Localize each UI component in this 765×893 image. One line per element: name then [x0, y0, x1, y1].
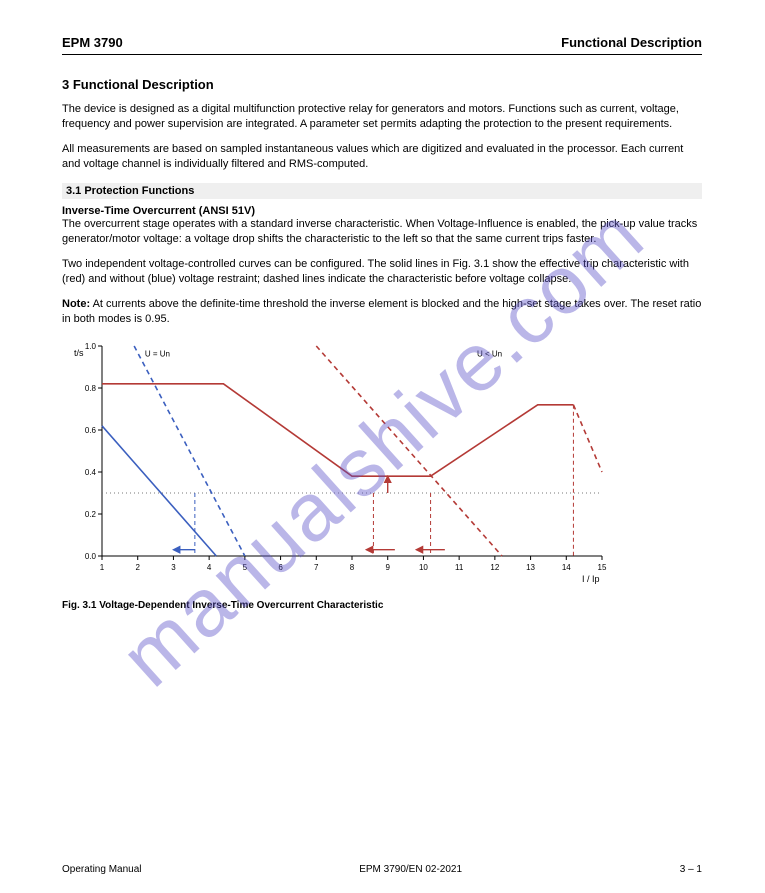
svg-text:14: 14 [562, 563, 571, 572]
intro-para-1: The device is designed as a digital mult… [62, 102, 702, 132]
svg-text:11: 11 [455, 563, 464, 572]
page-header: EPM 3790 Functional Description [62, 35, 702, 55]
svg-text:0.4: 0.4 [85, 468, 97, 477]
svg-text:13: 13 [526, 563, 535, 572]
figure-caption: Fig. 3.1 Voltage-Dependent Inverse-Time … [62, 600, 702, 611]
note-paragraph: Note: At currents above the definite-tim… [62, 297, 702, 327]
svg-text:6: 6 [278, 563, 283, 572]
section-title: 3 Functional Description [62, 77, 702, 92]
intro-para-2: All measurements are based on sampled in… [62, 142, 702, 172]
feature-block-para-1: The overcurrent stage operates with a st… [62, 217, 702, 247]
svg-text:t/s: t/s [74, 348, 84, 358]
svg-text:1.0: 1.0 [85, 342, 97, 351]
svg-text:U < Un: U < Un [477, 350, 502, 359]
svg-text:0.8: 0.8 [85, 384, 97, 393]
svg-text:8: 8 [350, 563, 355, 572]
svg-text:2: 2 [135, 563, 140, 572]
footer-middle: EPM 3790/EN 02-2021 [359, 864, 462, 875]
feature-block-title: Inverse-Time Overcurrent (ANSI 51V) [62, 205, 702, 217]
svg-text:7: 7 [314, 563, 319, 572]
header-product: EPM 3790 [62, 35, 123, 50]
svg-text:3: 3 [171, 563, 176, 572]
svg-text:U = Un: U = Un [145, 350, 170, 359]
svg-text:12: 12 [490, 563, 499, 572]
header-section: Functional Description [561, 35, 702, 50]
page-footer: Operating Manual EPM 3790/EN 02-2021 3 –… [62, 864, 702, 875]
svg-text:0.0: 0.0 [85, 552, 97, 561]
svg-text:10: 10 [419, 563, 428, 572]
figure-wrapper: 0.00.20.40.60.81.0123456789101112131415t… [62, 336, 702, 611]
note-label: Note: [62, 298, 90, 310]
note-text: At currents above the definite-time thre… [62, 298, 701, 325]
svg-text:5: 5 [243, 563, 248, 572]
protection-functions-header: 3.1 Protection Functions [62, 183, 702, 199]
svg-text:15: 15 [598, 563, 607, 572]
svg-text:1: 1 [100, 563, 105, 572]
svg-text:I / Ip: I / Ip [582, 574, 600, 584]
footer-right: 3 – 1 [680, 864, 702, 875]
footer-left: Operating Manual [62, 864, 142, 875]
page-content: EPM 3790 Functional Description 3 Functi… [62, 35, 702, 611]
svg-text:9: 9 [385, 563, 390, 572]
svg-text:0.6: 0.6 [85, 426, 97, 435]
svg-text:4: 4 [207, 563, 212, 572]
feature-block-para-2: Two independent voltage-controlled curve… [62, 257, 702, 287]
overcurrent-chart: 0.00.20.40.60.81.0123456789101112131415t… [62, 336, 622, 596]
svg-text:0.2: 0.2 [85, 510, 97, 519]
